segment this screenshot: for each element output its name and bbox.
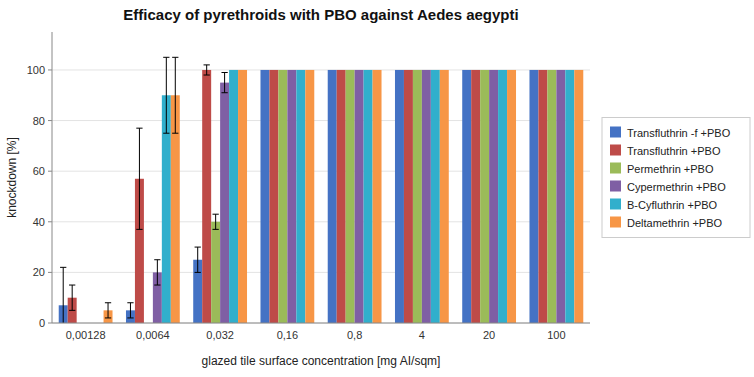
bar <box>440 70 449 323</box>
bar <box>296 70 305 323</box>
bar <box>538 70 547 323</box>
x-tick-label: 0,8 <box>347 329 362 341</box>
y-tick-label: 40 <box>33 216 45 228</box>
x-axis <box>52 323 590 324</box>
bar <box>565 70 574 323</box>
error-bar <box>136 128 142 229</box>
legend-swatch <box>610 181 621 192</box>
y-tick <box>48 272 52 273</box>
bar <box>220 83 229 323</box>
legend-label: Cypermethrin +PBO <box>627 181 726 193</box>
y-tick-label: 100 <box>27 64 45 76</box>
y-axis <box>52 32 53 323</box>
error-bar <box>127 303 133 318</box>
y-tick <box>48 171 52 172</box>
bar <box>507 70 516 323</box>
bar <box>422 70 431 323</box>
y-tick <box>48 221 52 222</box>
grid <box>52 70 590 323</box>
x-tick-label: 0,16 <box>277 329 298 341</box>
y-tick-label: 0 <box>39 317 45 329</box>
legend-swatch <box>610 163 621 174</box>
bar <box>498 70 507 323</box>
y-tick-label: 60 <box>33 165 45 177</box>
bar <box>211 222 220 323</box>
legend-swatch <box>610 217 621 228</box>
grid-line <box>52 323 590 324</box>
bar <box>373 70 382 323</box>
x-tick-label: 100 <box>547 329 565 341</box>
legend-label: Transfluthrin -f +PBO <box>627 127 731 139</box>
bar <box>278 70 287 323</box>
bar <box>269 70 278 323</box>
legend-label: Permethrin +PBO <box>627 163 714 175</box>
bar <box>529 70 538 323</box>
error-bar <box>163 57 169 133</box>
bar <box>471 70 480 323</box>
legend-label: B-Cyfluthrin +PBO <box>627 199 718 211</box>
bars <box>59 57 584 323</box>
error-bar <box>60 267 66 323</box>
bar <box>556 70 565 323</box>
y-tick <box>48 69 52 70</box>
bar <box>305 70 314 323</box>
bar <box>337 70 346 323</box>
bar <box>364 70 373 323</box>
legend: Transfluthrin -f +PBO Transfluthrin +PBO P… <box>602 118 750 238</box>
legend-swatch <box>610 199 621 210</box>
x-tick-label: 0,032 <box>206 329 234 341</box>
error-bar <box>195 247 201 272</box>
legend-label: Deltamethrin +PBO <box>627 217 723 229</box>
bar <box>328 70 337 323</box>
bar <box>489 70 498 323</box>
bar <box>287 70 296 323</box>
bar <box>238 70 247 323</box>
bar <box>480 70 489 323</box>
bar <box>346 70 355 323</box>
bar <box>395 70 404 323</box>
y-tick-label: 20 <box>33 266 45 278</box>
bar <box>574 70 583 323</box>
bar <box>462 70 471 323</box>
error-bar <box>213 214 219 229</box>
legend-swatch <box>610 127 621 138</box>
y-tick <box>48 120 52 121</box>
title: Efficacy of pyrethroids with PBO against… <box>123 6 518 23</box>
bar <box>202 70 211 323</box>
bar <box>431 70 440 323</box>
error-bar <box>69 285 75 310</box>
x-axis-label: glazed tile surface concentration [mg AI… <box>202 354 441 368</box>
error-bar <box>154 260 160 285</box>
legend-swatch <box>610 145 621 156</box>
error-bar <box>221 72 227 92</box>
bar <box>229 70 238 323</box>
error-bar <box>172 57 178 133</box>
error-bar <box>105 303 111 318</box>
legend-frame <box>602 118 750 238</box>
bar <box>260 70 269 323</box>
x-tick-label: 0,0064 <box>136 329 170 341</box>
y-tick <box>48 323 52 324</box>
x-tick-label: 4 <box>419 329 425 341</box>
bar <box>355 70 364 323</box>
x-tick-label: 20 <box>483 329 495 341</box>
y-tick-label: 80 <box>33 115 45 127</box>
bar <box>413 70 422 323</box>
x-tick-label: 0,00128 <box>66 329 106 341</box>
bar <box>547 70 556 323</box>
y-axis-label: knockdown [%] <box>5 137 19 218</box>
legend-label: Transfluthrin +PBO <box>627 145 721 157</box>
bar <box>404 70 413 323</box>
chart: 0 20 40 60 80 100 0,00128 0,0064 0,032 0,16 0,8 4 20… <box>0 0 754 377</box>
error-bar <box>204 65 210 75</box>
